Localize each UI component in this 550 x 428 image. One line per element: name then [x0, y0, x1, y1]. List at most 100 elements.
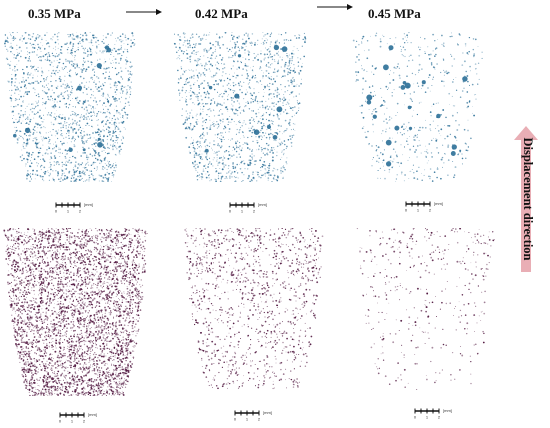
pore-particle — [218, 133, 220, 135]
pore-particle — [379, 45, 382, 48]
pore-particle — [196, 163, 198, 166]
pore-particle — [270, 120, 273, 122]
pore-particle — [269, 132, 272, 135]
pore-particle — [65, 136, 67, 138]
pore-particle — [431, 84, 433, 86]
pore-particle — [231, 103, 233, 105]
pore-particle — [25, 123, 27, 124]
pore-particle — [117, 48, 120, 51]
pore-particle — [230, 121, 232, 123]
pore-particle — [84, 388, 86, 390]
pore-particle — [23, 234, 25, 235]
pore-particle — [191, 98, 192, 100]
pore-particle — [238, 84, 241, 87]
pore-particle — [277, 176, 279, 178]
pore-particle — [29, 176, 32, 178]
pore-particle — [376, 149, 378, 151]
pore-particle — [107, 271, 110, 274]
pore-particle — [215, 170, 218, 172]
pore-particle — [452, 160, 454, 163]
pore-particle — [34, 70, 36, 72]
pore-particle — [377, 169, 379, 172]
pore-particle — [225, 90, 228, 93]
pore-particle — [52, 47, 54, 49]
pore-particle — [96, 292, 99, 295]
pore-particle — [66, 121, 68, 124]
pore-particle — [220, 134, 223, 137]
pore-particle — [193, 93, 196, 95]
pore-particle — [365, 99, 367, 101]
pore-particle — [114, 118, 117, 121]
pore-particle — [264, 154, 266, 156]
pore-particle — [115, 146, 117, 148]
pore-particle — [91, 125, 93, 127]
pore-particle — [284, 42, 285, 44]
pore-particle — [221, 168, 224, 171]
pore-particle — [251, 125, 254, 128]
pore-particle — [434, 40, 436, 42]
pore-particle — [108, 379, 111, 382]
pore-particle — [117, 37, 119, 39]
pore-particle — [22, 68, 24, 71]
pore-particle — [232, 38, 234, 40]
pore-particle — [239, 81, 241, 83]
pore-particle — [30, 311, 32, 313]
pore-particle — [225, 176, 227, 178]
pore-particle — [467, 80, 469, 83]
pore-particle — [274, 101, 275, 103]
pore-particle — [42, 154, 44, 156]
pore-particle — [121, 366, 123, 368]
pore-particle — [56, 66, 59, 69]
pore-particle — [391, 117, 393, 119]
pore-particle — [230, 172, 233, 175]
pore-particle — [74, 164, 77, 166]
pore-particle — [37, 33, 39, 36]
pore-particle — [131, 324, 134, 327]
pore-particle — [407, 159, 409, 161]
pore-particle — [252, 171, 254, 173]
pore-particle — [222, 71, 224, 73]
pore-particle — [78, 170, 81, 173]
pore-particle — [30, 377, 32, 379]
pore-particle — [231, 56, 233, 58]
pore-particle — [33, 117, 35, 119]
pore-particle — [33, 275, 35, 277]
pore-particle — [99, 162, 101, 164]
pore-particle — [274, 132, 276, 134]
pore-particle — [278, 93, 280, 96]
pore-particle — [222, 57, 224, 59]
pore-particle — [37, 100, 40, 102]
pore-particle — [199, 38, 202, 40]
pore-particle — [45, 289, 47, 291]
pore-particle — [130, 367, 131, 368]
pore-particle — [129, 271, 131, 273]
pore-particle — [72, 393, 74, 395]
pore-particle — [19, 244, 21, 246]
pore-particle — [186, 104, 188, 106]
pore-particle — [68, 86, 71, 89]
pore-particle — [208, 145, 211, 147]
pore-particle — [72, 323, 74, 325]
pore-particle — [48, 179, 50, 181]
pore-particle — [425, 151, 428, 153]
pore-particle — [122, 352, 124, 354]
pore-particle — [203, 142, 205, 144]
pore-particle — [277, 142, 279, 144]
pore-particle — [203, 55, 205, 57]
pore-particle — [72, 43, 75, 45]
pore-particle — [36, 165, 38, 167]
pore-particle — [48, 138, 51, 141]
pore-particle — [103, 266, 106, 269]
pore-particle — [32, 132, 35, 134]
pore-particle — [273, 78, 275, 80]
pore-particle — [67, 97, 69, 100]
pore-particle — [115, 61, 117, 64]
pore-particle — [113, 82, 116, 84]
pore-particle — [406, 39, 408, 41]
pore-particle — [40, 354, 42, 356]
pore-particle — [193, 53, 195, 55]
pore-particle — [463, 87, 465, 89]
pore-particle — [136, 308, 138, 310]
pore-particle — [87, 53, 89, 56]
pore-particle — [29, 384, 31, 387]
